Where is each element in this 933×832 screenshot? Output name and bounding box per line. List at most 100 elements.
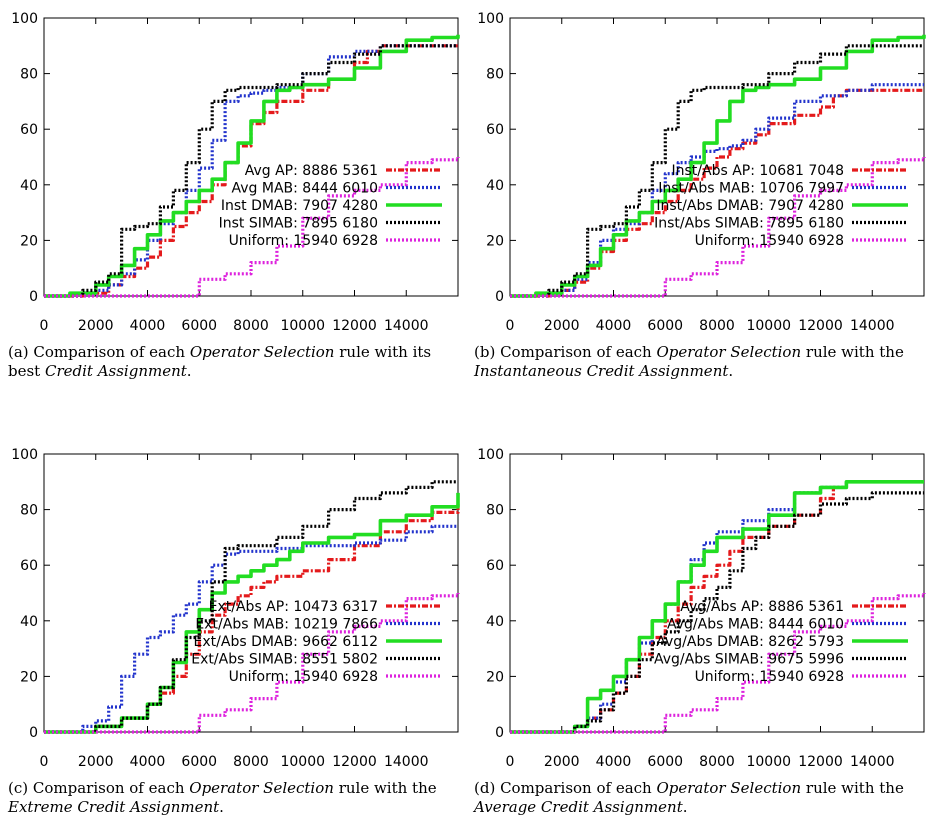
series-line — [510, 491, 924, 734]
x-tick-label: 12000 — [332, 754, 377, 770]
y-tick-label: 100 — [11, 11, 38, 27]
y-tick-label: 60 — [20, 558, 38, 574]
x-tick-label: 14000 — [850, 318, 895, 334]
x-tick-label: 0 — [506, 754, 515, 770]
legend-label: Uniform: 15940 6928 — [229, 233, 378, 249]
legend-label: Avg/Abs DMAB: 8262 5793 — [656, 634, 844, 650]
x-tick-label: 6000 — [181, 318, 217, 334]
x-tick-label: 2000 — [78, 754, 114, 770]
chart-b: 0 20 40 60 80 100 0 2000 4000 6000 8000 10000 12000 1… — [477, 11, 926, 334]
y-tick-label: 0 — [29, 289, 38, 305]
chart-panel-c: 0 20 40 60 80 100 0 2000 4000 6000 8000 10000 12000 1… — [0, 436, 466, 816]
x-tick-label: 14000 — [384, 754, 429, 770]
caption-emphasis: Operator Selection — [656, 779, 802, 797]
y-tick-label: 40 — [20, 178, 38, 194]
chart-panel-b: 0 20 40 60 80 100 0 2000 4000 6000 8000 10000 12000 1… — [466, 0, 932, 380]
legend-label: Inst DMAB: 7907 4280 — [221, 198, 378, 214]
series-line — [44, 44, 458, 298]
x-tick-label: 10000 — [746, 318, 791, 334]
y-tick-label: 100 — [11, 447, 38, 463]
x-tick-label: 6000 — [647, 318, 683, 334]
series-line — [510, 83, 924, 298]
y-tick-label: 0 — [495, 725, 504, 741]
x-tick-label: 10000 — [746, 754, 791, 770]
y-tick-label: 20 — [486, 233, 504, 249]
y-tick-label: 100 — [477, 447, 504, 463]
x-tick-label: 6000 — [181, 754, 217, 770]
y-tick-label: 80 — [20, 67, 38, 83]
caption-text: (c) Comparison of each — [8, 779, 190, 797]
x-tick-label: 4000 — [596, 318, 632, 334]
caption-emphasis: Extreme Credit Assignment — [8, 798, 220, 816]
legend-label: Ext/Abs MAB: 10219 7866 — [195, 617, 378, 633]
caption-text: . — [219, 798, 224, 816]
y-tick-label: 20 — [20, 233, 38, 249]
y-tick-label: 60 — [20, 122, 38, 138]
legend-label: Ext/Abs SIMAB: 8551 5802 — [191, 652, 378, 668]
series-line — [44, 157, 460, 298]
caption-emphasis: Operator Selection — [656, 343, 802, 361]
caption-text: (a) Comparison of each — [8, 343, 190, 361]
chart-a: 0 20 40 60 80 100 0 2000 4000 6000 8000 10000 12000 1… — [11, 11, 460, 334]
plot-frame — [43, 17, 459, 297]
series-line — [510, 593, 926, 734]
x-tick-label: 12000 — [332, 318, 377, 334]
x-tick-label: 4000 — [130, 318, 166, 334]
x-tick-label: 0 — [40, 318, 49, 334]
series-line — [510, 479, 924, 734]
legend-label: Ext/Abs DMAB: 9662 6112 — [194, 634, 378, 650]
legend-label: Avg/Abs AP: 8886 5361 — [680, 599, 844, 615]
caption-text: rule with the — [801, 343, 904, 361]
caption-text: . — [682, 798, 688, 816]
caption-text: rule with the — [801, 779, 904, 797]
y-tick-label: 40 — [486, 178, 504, 194]
series-line — [510, 157, 926, 298]
x-tick-label: 4000 — [130, 754, 166, 770]
x-tick-label: 2000 — [544, 754, 580, 770]
legend-label: Avg AP: 8886 5361 — [245, 163, 378, 179]
legend-label: Ext/Abs AP: 10473 6317 — [209, 599, 378, 615]
x-tick-label: 14000 — [384, 318, 429, 334]
y-tick-label: 40 — [486, 614, 504, 630]
caption-text: rule with the — [333, 779, 437, 797]
y-tick-label: 20 — [486, 669, 504, 685]
x-tick-label: 8000 — [233, 318, 269, 334]
x-tick-label: 10000 — [280, 318, 325, 334]
legend-label: Uniform: 15940 6928 — [695, 233, 844, 249]
series-line — [44, 524, 458, 734]
series-line — [510, 480, 924, 734]
caption-emphasis: Average Credit Assignment — [474, 798, 683, 816]
caption-text: rule with its best — [8, 343, 432, 380]
series-line — [44, 480, 458, 734]
x-tick-label: 6000 — [647, 754, 683, 770]
caption-text: (d) Comparison of each — [474, 779, 657, 797]
x-tick-label: 2000 — [78, 318, 114, 334]
y-tick-label: 80 — [486, 503, 504, 519]
x-tick-label: 12000 — [798, 318, 843, 334]
caption-text: (b) Comparison of each — [474, 343, 657, 361]
legend-label: Uniform: 15940 6928 — [695, 669, 844, 685]
x-tick-label: 8000 — [699, 754, 735, 770]
caption-a: (a) Comparison of each Operator Selectio… — [8, 343, 460, 381]
series-line — [44, 593, 460, 734]
y-tick-label: 60 — [486, 558, 504, 574]
legend-label: Inst/Abs AP: 10681 7048 — [671, 163, 844, 179]
legend-label: Inst/Abs MAB: 10706 7997 — [658, 181, 844, 197]
y-tick-label: 0 — [495, 289, 504, 305]
caption-emphasis: Operator Selection — [189, 343, 335, 361]
y-tick-label: 100 — [477, 11, 504, 27]
y-tick-label: 40 — [20, 614, 38, 630]
caption-d: (d) Comparison of each Operator Selectio… — [474, 779, 926, 817]
caption-b: (b) Comparison of each Operator Selectio… — [474, 343, 926, 381]
x-tick-label: 0 — [506, 318, 515, 334]
caption-emphasis: Instantaneous Credit Assignment — [474, 362, 729, 380]
x-tick-label: 0 — [40, 754, 49, 770]
x-tick-label: 12000 — [798, 754, 843, 770]
caption-emphasis: Operator Selection — [189, 779, 334, 797]
caption-text: . — [186, 362, 192, 380]
x-tick-label: 8000 — [233, 754, 269, 770]
y-tick-label: 0 — [29, 725, 38, 741]
chart-d: 0 20 40 60 80 100 0 2000 4000 6000 8000 10000 12000 1… — [477, 447, 926, 770]
y-tick-label: 20 — [20, 669, 38, 685]
caption-emphasis: Credit Assignment — [44, 362, 187, 380]
